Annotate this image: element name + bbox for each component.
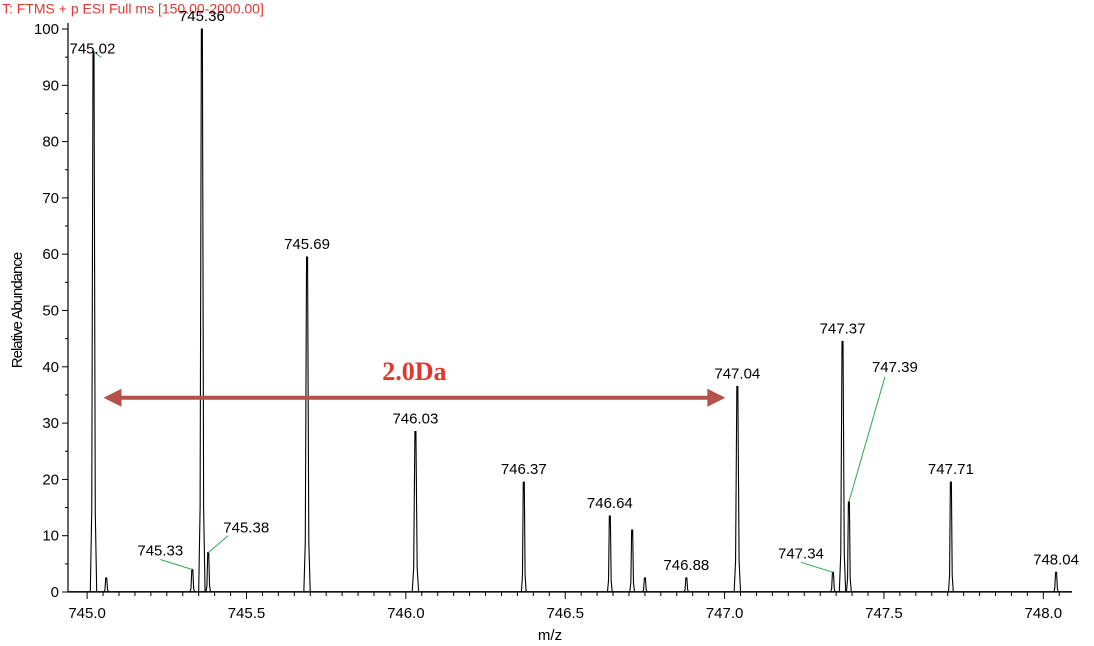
peak-label: 746.03 — [392, 411, 438, 428]
y-axis-title: Relative Abundance — [9, 252, 26, 368]
y-tick-label: 10 — [42, 528, 59, 545]
spectrum-peak — [411, 430, 420, 593]
label-leader-line — [93, 51, 102, 58]
x-tick-label: 747.0 — [706, 605, 744, 622]
peak-label: 747.34 — [778, 545, 824, 562]
peak-label: 745.02 — [69, 41, 115, 58]
spectrum-peak — [520, 481, 527, 593]
x-tick-label: 746.5 — [546, 605, 584, 622]
x-tick-label: 748.0 — [1025, 605, 1063, 622]
spectrum-peak — [733, 385, 742, 593]
y-tick-label: 50 — [42, 303, 59, 320]
y-tick-label: 70 — [42, 190, 59, 207]
spectrum-peak — [205, 552, 212, 593]
peak-label: 746.88 — [663, 557, 709, 574]
label-leader-lines — [93, 51, 886, 573]
label-leader-line — [848, 376, 886, 503]
y-tick-label: 100 — [34, 21, 59, 38]
peak-label: 746.37 — [501, 461, 547, 478]
y-tick-label: 40 — [42, 359, 59, 376]
y-tick-label: 30 — [42, 415, 59, 432]
peak-label: 747.37 — [820, 320, 866, 337]
spectrum-peak — [89, 50, 98, 593]
spectrum-peak — [303, 256, 311, 593]
spectrum-peak — [838, 340, 847, 593]
label-leader-line — [800, 561, 834, 573]
spectrum-peak — [1053, 571, 1059, 593]
spectrum-peak — [642, 577, 648, 593]
spectrum-peaks — [68, 28, 1072, 593]
spectrum-peak — [683, 577, 690, 593]
spectrum-peak — [103, 577, 110, 593]
spectrum-peak — [606, 515, 613, 593]
mass-difference-annotation: 2.0Da — [103, 357, 726, 407]
peak-label: 747.04 — [714, 366, 760, 383]
x-axis-title: m/z — [538, 627, 562, 644]
axis-ticks: 0 10 20 30 40 50 60 70 80 90 100 745.0 745.5 746.0 746… — [34, 21, 1062, 622]
label-leader-line — [160, 559, 193, 570]
peak-label: 745.38 — [223, 520, 269, 537]
peak-label: 747.39 — [872, 359, 918, 376]
y-tick-label: 90 — [42, 77, 59, 94]
spectrum-peak — [189, 568, 196, 593]
spectrum-peak — [198, 28, 206, 593]
y-tick-label: 0 — [51, 584, 59, 601]
peak-label: 745.33 — [137, 542, 183, 559]
scan-header: T: FTMS + p ESI Full ms [150.00-2000.00] — [2, 0, 264, 16]
peak-label: 747.71 — [928, 461, 974, 478]
label-leader-line — [207, 535, 229, 553]
x-tick-label: 745.5 — [228, 605, 266, 622]
spectrum-peak — [830, 571, 836, 593]
annotation-arrow-head-left — [103, 388, 122, 407]
spectrum-peak — [947, 481, 954, 593]
x-tick-label: 747.5 — [865, 605, 903, 622]
peak-label: 745.36 — [179, 8, 225, 25]
annotation-arrow-head-right — [707, 388, 726, 407]
spectrum-peak — [845, 501, 852, 593]
peak-label: 746.64 — [587, 495, 633, 512]
y-tick-label: 60 — [42, 246, 59, 263]
y-tick-label: 80 — [42, 134, 59, 151]
annotation-label: 2.0Da — [382, 357, 446, 386]
peak-labels: 745.02 745.33 745.36 745.38 745.69 746.03 746.… — [69, 8, 1079, 574]
x-tick-label: 745.0 — [68, 605, 106, 622]
x-tick-label: 746.0 — [387, 605, 425, 622]
y-tick-label: 20 — [42, 471, 59, 488]
peak-label: 745.69 — [284, 236, 330, 253]
peak-label: 748.04 — [1033, 551, 1079, 568]
spectrum-peak — [629, 529, 636, 593]
